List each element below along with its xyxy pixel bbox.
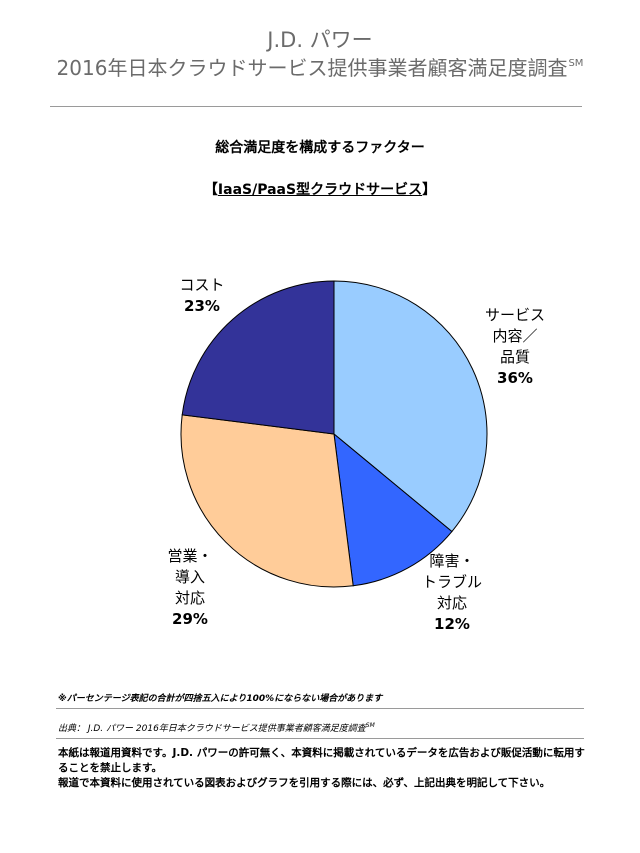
page-title: 2016年日本クラウドサービス提供事業者顧客満足度調査SM <box>0 52 640 81</box>
disclaimer: 本紙は報道用資料です。J.D. パワーの許可無く、本資料に掲載されているデータを… <box>58 746 588 791</box>
service-mark: SM <box>568 58 584 69</box>
pie-slice <box>181 280 335 435</box>
pie-slice <box>333 280 488 533</box>
disclaimer-line-1: 本紙は報道用資料です。J.D. パワーの許可無く、本資料に掲載されているデータを… <box>58 747 585 774</box>
source-divider <box>56 738 584 739</box>
page-title-text: 2016年日本クラウドサービス提供事業者顧客満足度調査 <box>56 56 568 80</box>
chart-heading: 総合満足度を構成するファクター <box>215 140 425 156</box>
source-service-mark: SM <box>365 722 375 729</box>
footnote-divider <box>56 708 584 709</box>
source-line: 出典： J.D. パワー 2016年日本クラウドサービス提供事業者顧客満足度調査… <box>58 721 375 734</box>
pie-slice <box>180 414 354 588</box>
chart-subheading: 【IaaS/PaaS型クラウドサービス】 <box>0 179 640 199</box>
bracket-open: 【 <box>203 182 218 198</box>
header-divider <box>50 106 582 107</box>
slice-percent: 23% <box>184 297 220 315</box>
brand-title: J.D. パワー <box>267 28 373 52</box>
slice-label: 営業・ 導入 対応 29% <box>168 546 213 630</box>
slice-percent: 36% <box>497 369 533 387</box>
source-text: 出典： J.D. パワー 2016年日本クラウドサービス提供事業者顧客満足度調査 <box>58 724 366 734</box>
disclaimer-line-2: 報道で本資料に使用されている図表およびグラフを引用する際には、必ず、上記出典を明… <box>58 777 551 789</box>
slice-label: コスト 23% <box>180 275 225 317</box>
slice-name: コスト <box>179 276 225 294</box>
chart-subheading-text: IaaS/PaaS型クラウドサービス <box>217 182 423 198</box>
slice-label: サービス 内容／ 品質 36% <box>485 305 545 389</box>
slice-name: 営業・ 導入 対応 <box>167 547 213 607</box>
slice-label: 障害・ トラブル 対応 12% <box>422 551 482 635</box>
pie-slice <box>333 432 453 587</box>
slice-name: サービス 内容／ 品質 <box>485 306 546 366</box>
bracket-close: 】 <box>422 182 437 198</box>
slice-name: 障害・ トラブル 対応 <box>422 552 483 612</box>
footnote: ※パーセンテージ表記の合計が四捨五入により100%にならない場合があります <box>58 694 383 704</box>
slice-percent: 29% <box>172 610 208 628</box>
slice-percent: 12% <box>434 615 470 633</box>
